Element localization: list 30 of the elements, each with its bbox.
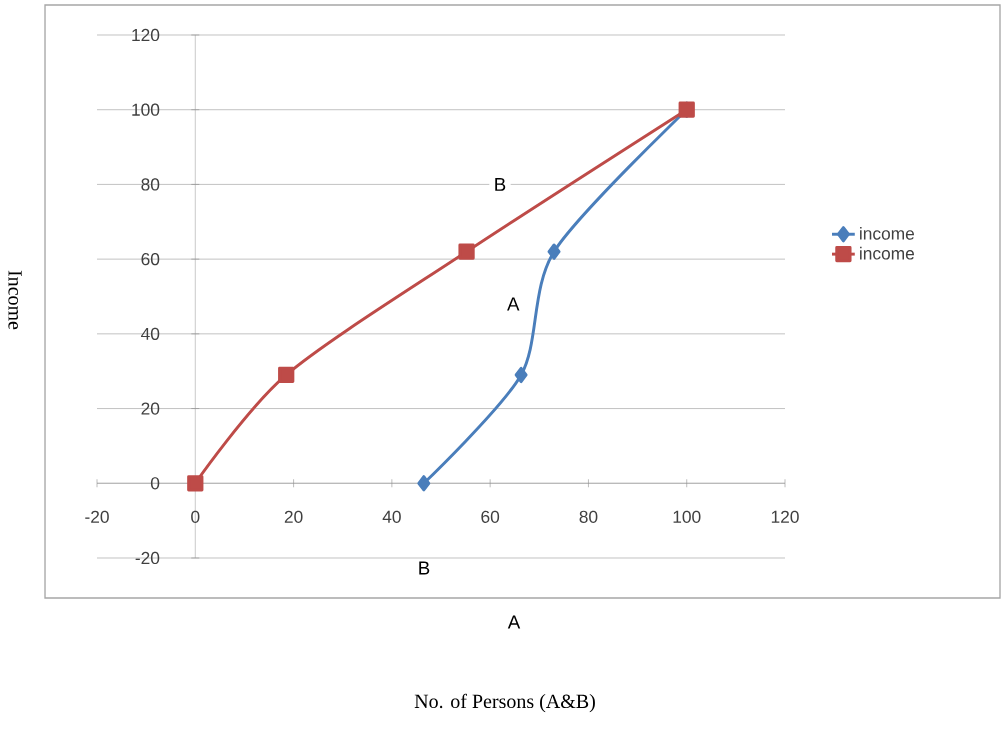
y-tick-label: 20: [141, 402, 160, 415]
x-tick-label: 40: [382, 510, 401, 523]
annotation: A: [507, 297, 520, 311]
y-tick-label: 120: [132, 28, 160, 42]
x-tick-label: 60: [481, 510, 500, 523]
y-tick-label: 40: [141, 327, 160, 340]
x-tick-label: 100: [673, 510, 701, 523]
y-tick-label: 60: [141, 252, 160, 266]
point: [278, 366, 295, 384]
x-tick-label: 80: [579, 510, 598, 523]
text: B: [419, 561, 430, 575]
y-tick-label: -20: [135, 551, 160, 565]
text: No. of Persons (A&B): [414, 693, 595, 713]
annotation: B: [495, 178, 506, 191]
point: [417, 475, 431, 492]
point: [187, 475, 204, 492]
y-tick-label: 80: [141, 178, 160, 191]
legend-label: income: [860, 226, 915, 240]
y-axis-title: Income: [8, 270, 22, 330]
y-tick-label: 0: [150, 477, 160, 490]
point: [514, 366, 528, 384]
x-tick-label: 0: [191, 510, 200, 523]
x-tick-label: -20: [85, 510, 109, 523]
y-tick-label: 100: [132, 103, 160, 116]
x-tick-label: 120: [771, 510, 799, 523]
legend-label: income: [860, 246, 915, 260]
x-tick-label: 20: [284, 510, 303, 523]
point: [458, 243, 475, 260]
point: [547, 243, 561, 260]
text: A: [507, 615, 521, 629]
